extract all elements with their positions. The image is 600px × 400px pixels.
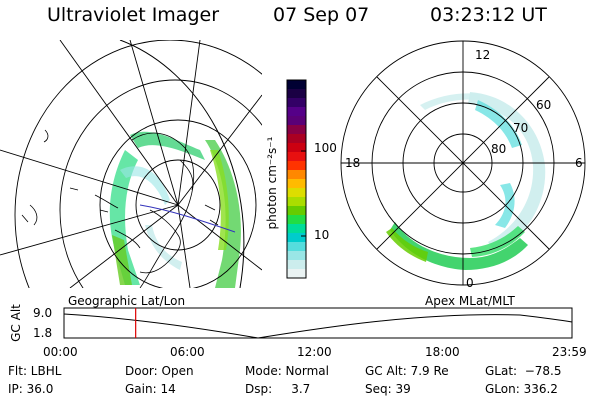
status-door: Door: Open <box>125 364 194 378</box>
mlt-label-6: 6 <box>575 156 583 170</box>
colorbar-segment <box>287 125 306 135</box>
date-label: 07 Sep 07 <box>273 4 370 26</box>
geographic-caption: Geographic Lat/Lon <box>68 294 186 308</box>
status-gc-alt: GC Alt: 7.9 Re <box>365 364 449 378</box>
mlt-label-18: 18 <box>345 156 361 170</box>
colorbar-segment <box>287 179 306 189</box>
colorbar-segment <box>287 152 306 162</box>
mlat-label-70: 70 <box>513 121 529 135</box>
colorbar-segment <box>287 98 306 108</box>
mlat-label-80: 80 <box>491 142 507 156</box>
colorbar-segment <box>287 143 306 153</box>
colorbar-segment <box>287 161 306 171</box>
colorbar-segment <box>287 188 306 198</box>
coastlines <box>21 129 219 288</box>
colorbar-segment <box>287 80 306 90</box>
image-boundary <box>119 40 245 288</box>
altitude-xtick-1800: 18:00 <box>425 345 460 359</box>
altitude-xtick-0600: 06:00 <box>170 345 205 359</box>
mlat-label-60: 60 <box>536 98 552 112</box>
status-gain: Gain: 14 <box>125 382 176 396</box>
altitude-xtick-1200: 12:00 <box>297 345 332 359</box>
colorbar-segment <box>287 251 306 261</box>
colorbar-segment <box>287 116 306 126</box>
colorbar-segment <box>287 206 306 216</box>
status-ip: IP: 36.0 <box>8 382 54 396</box>
colorbar-segment <box>287 233 306 243</box>
status-seq: Seq: 39 <box>365 382 411 396</box>
altitude-xtick-2359: 23:59 <box>552 345 587 359</box>
status-glon: GLon: 336.2 <box>485 382 558 396</box>
status-dsp: Dsp: 3.7 <box>245 382 311 396</box>
status-mode: Mode: Normal <box>245 364 329 378</box>
colorbar-frame <box>286 79 307 279</box>
colorbar-segment <box>287 89 306 99</box>
colorbar-segment <box>287 260 306 270</box>
altitude-xtick-0000: 00:00 <box>43 345 78 359</box>
polar-grid <box>340 40 586 286</box>
altitude-ymax: 9.0 <box>33 306 53 320</box>
colorbar-segment <box>287 242 306 252</box>
colorbar-segment <box>287 269 306 279</box>
colorbar-tick-10: 10 <box>314 228 330 242</box>
colorbar-segment <box>287 215 306 225</box>
mlt-label-0: 0 <box>466 276 474 290</box>
satellite-track <box>139 204 236 233</box>
colorbar-segment <box>287 107 306 117</box>
altitude-ymin: 1.8 <box>33 326 53 340</box>
colorbar-segment <box>287 224 306 234</box>
apex-caption: Apex MLat/MLT <box>425 294 515 308</box>
time-label: 03:23:12 UT <box>430 4 547 26</box>
colorbar-tick-100: 100 <box>314 141 337 155</box>
colorbar-segment <box>287 170 306 180</box>
status-filter: Flt: LBHL <box>8 364 62 378</box>
instrument-title: Ultraviolet Imager <box>47 4 220 26</box>
colorbar-segment <box>287 134 306 144</box>
colorbar-segment <box>287 197 306 207</box>
mlt-label-12: 12 <box>475 48 491 62</box>
altitude-ylabel: GC Alt <box>9 304 23 342</box>
status-glat: GLat: −78.5 <box>485 364 562 378</box>
